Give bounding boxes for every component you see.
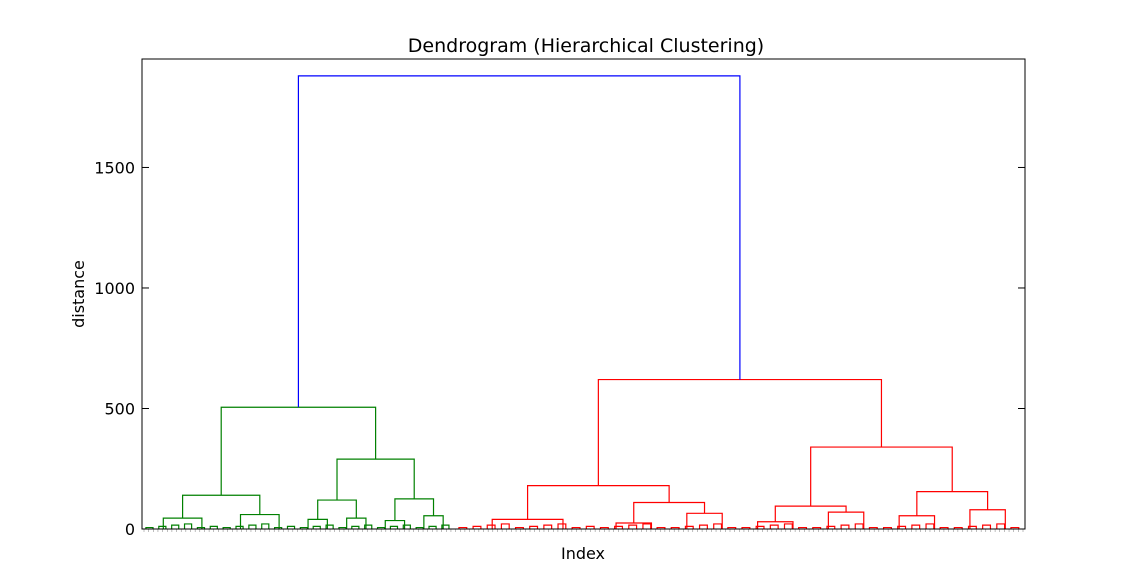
dendrogram-link	[376, 526, 386, 529]
dendrogram-link	[633, 501, 706, 523]
dendrogram-link	[597, 378, 883, 486]
dendrogram-link	[312, 525, 321, 529]
dendrogram-link	[713, 523, 723, 529]
dendrogram-link	[297, 75, 741, 408]
y-tick-label: 500	[104, 399, 135, 418]
dendrogram-link	[996, 523, 1006, 529]
dendrogram-link	[299, 526, 309, 529]
dendrogram-link	[529, 525, 539, 529]
dendrogram-link	[441, 524, 450, 529]
dendrogram-link	[307, 518, 328, 529]
dendrogram-link	[145, 526, 154, 529]
dendrogram-link	[826, 525, 836, 529]
dendrogram-link	[183, 523, 193, 529]
dendrogram-link	[599, 526, 609, 529]
dendrogram-link	[798, 526, 808, 529]
dendrogram-link	[336, 458, 415, 501]
dendrogram-link	[428, 525, 437, 529]
dendrogram-link	[656, 526, 666, 529]
dendrogram-link	[557, 523, 567, 529]
x-axis-label: Index	[561, 544, 605, 563]
dendrogram-link	[423, 515, 444, 529]
dendrogram-link	[222, 526, 231, 529]
dendrogram-link	[346, 517, 367, 529]
dendrogram-link	[684, 525, 694, 529]
dendrogram-link	[235, 525, 244, 529]
dendrogram-link	[458, 526, 468, 529]
dendrogram-link	[364, 524, 373, 529]
chart-title: Dendrogram (Hierarchical Clustering)	[408, 35, 764, 57]
dendrogram-link	[158, 525, 167, 529]
y-tick-label: 0	[125, 520, 135, 539]
dendrogram-link	[514, 526, 524, 529]
dendrogram-link	[571, 526, 581, 529]
dendrogram-link	[1010, 526, 1020, 529]
dendrogram-link	[916, 491, 989, 516]
dendrogram-link	[982, 524, 992, 529]
dendrogram-link	[925, 523, 935, 529]
dendrogram-link	[209, 525, 218, 529]
dendrogram-link	[220, 406, 377, 496]
dendrogram-link	[543, 524, 553, 529]
dendrogram-link	[741, 526, 751, 529]
dendrogram-link	[384, 519, 406, 529]
dendrogram-link	[769, 524, 779, 529]
dendrogram-link	[755, 525, 765, 529]
dendrogram-link	[774, 505, 847, 522]
dendrogram-link	[196, 526, 206, 529]
dendrogram-link	[338, 526, 347, 529]
dendrogram-link	[394, 498, 435, 521]
dendrogram-link	[812, 526, 822, 529]
dendrogram-link	[472, 525, 482, 529]
dendrogram-link	[698, 524, 708, 529]
dendrogram-link	[897, 525, 907, 529]
dendrogram-link	[317, 499, 357, 520]
dendrogram-link	[162, 517, 203, 529]
y-tick-label: 1500	[94, 158, 135, 177]
y-axis-label: distance	[69, 260, 88, 328]
dendrogram-link	[882, 526, 892, 529]
dendrogram-link	[248, 524, 257, 529]
dendrogram-link	[783, 523, 793, 529]
dendrogram-link	[854, 523, 864, 529]
dendrogram-link	[628, 524, 638, 529]
dendrogram-link	[642, 523, 652, 529]
dendrogram-link	[171, 524, 180, 529]
dendrogram-link	[402, 524, 411, 529]
dendrogram-link	[500, 523, 510, 529]
dendrogram-link	[953, 526, 963, 529]
dendrogram-link	[585, 525, 595, 529]
dendrogram-link	[239, 513, 280, 529]
y-axis-ticks: 0 500 1000 1500	[94, 158, 1025, 539]
dendrogram-link	[840, 524, 850, 529]
dendrogram-link	[274, 526, 283, 529]
dendrogram-links	[145, 75, 1020, 529]
dendrogram-link	[898, 515, 936, 529]
y-tick-label: 1000	[94, 279, 135, 298]
dendrogram-link	[286, 525, 296, 529]
dendrogram-link	[727, 526, 737, 529]
dendrogram-link	[325, 524, 334, 529]
dendrogram-link	[967, 525, 977, 529]
dendrogram-link	[939, 526, 949, 529]
dendrogram-link	[415, 526, 424, 529]
dendrogram-link	[261, 523, 270, 529]
dendrogram-link	[486, 524, 496, 529]
plot-frame	[141, 58, 1026, 530]
dendrogram-link	[868, 526, 878, 529]
dendrogram-link	[614, 525, 624, 529]
dendrogram-link	[810, 446, 953, 507]
dendrogram-link	[670, 526, 680, 529]
dendrogram-link	[911, 524, 921, 529]
dendrogram-link	[969, 509, 1006, 529]
dendrogram-link	[351, 525, 360, 529]
dendrogram-link	[389, 525, 399, 529]
